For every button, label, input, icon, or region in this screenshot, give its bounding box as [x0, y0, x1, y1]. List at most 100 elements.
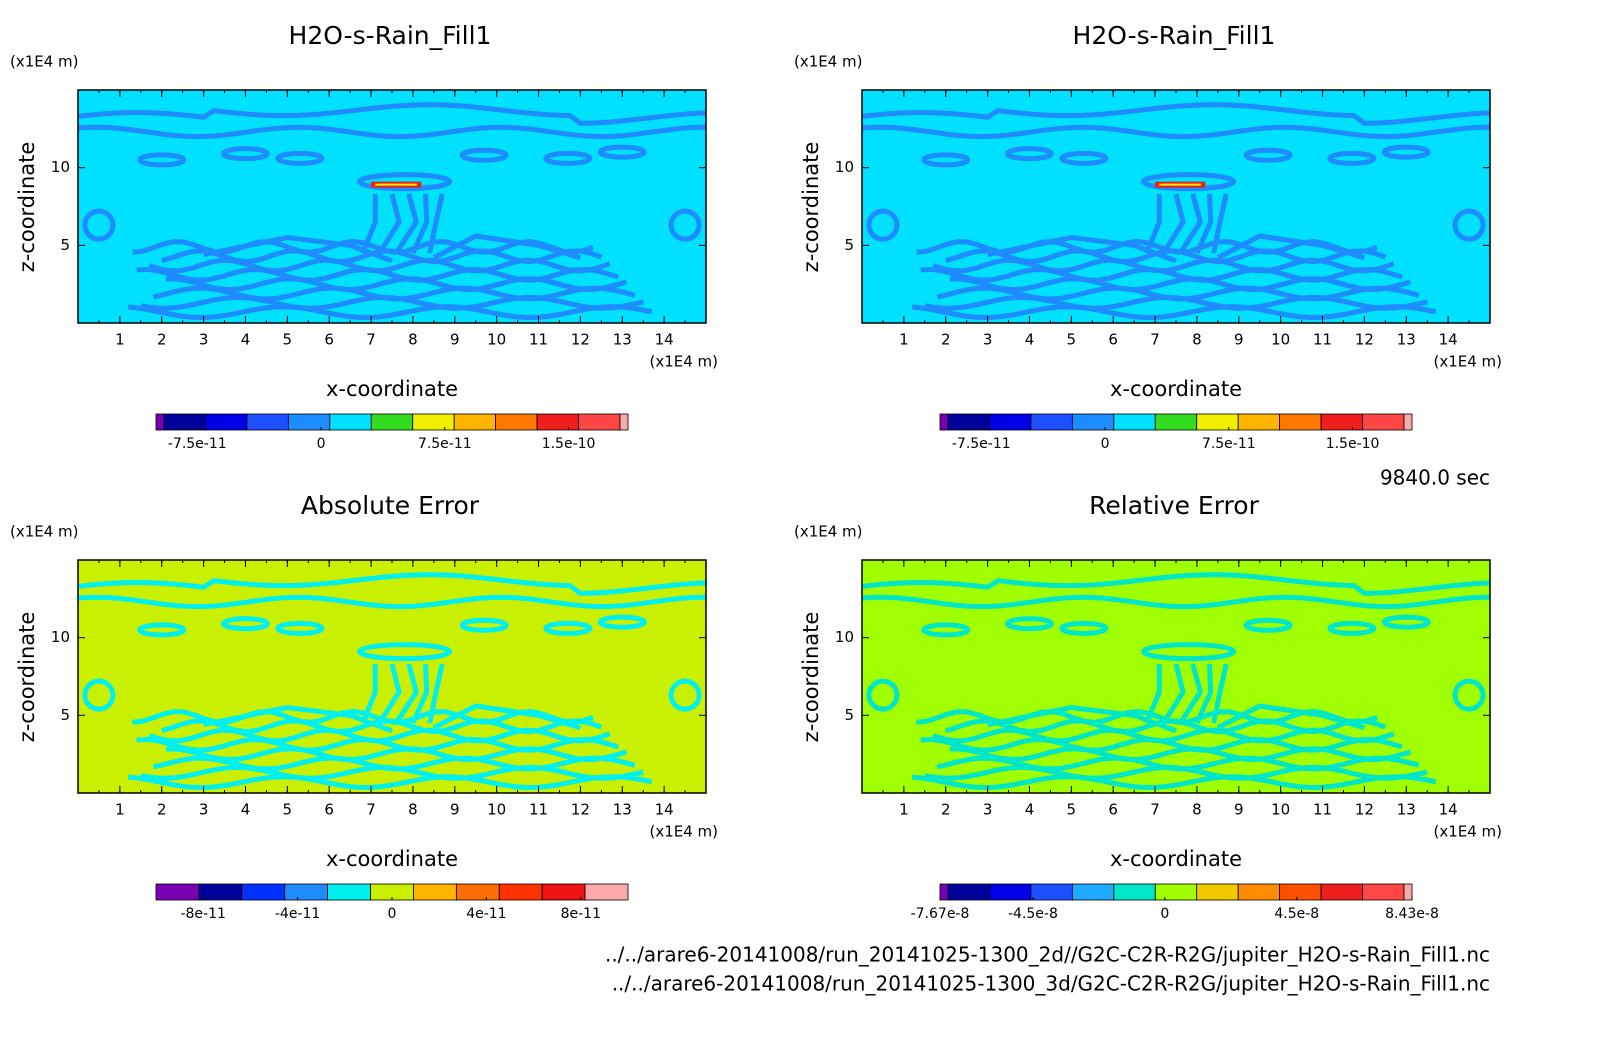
x-tick-label: 6: [324, 801, 334, 819]
contour-band: [127, 774, 653, 791]
x-tick-label: 5: [1067, 331, 1077, 349]
contour-band: [432, 233, 582, 261]
x-tick-label: 8: [1192, 801, 1202, 819]
x-tick-label: 14: [1439, 331, 1458, 349]
colorbar-segment: [947, 413, 990, 431]
x-tick-label: 9: [450, 801, 460, 819]
colorbar-segment: [1030, 413, 1073, 431]
y-unit: (x1E4 m): [10, 523, 79, 541]
x-tick-label: 7: [1150, 801, 1160, 819]
x-tick-label: 4: [241, 801, 251, 819]
x-tick-label: 9: [450, 331, 460, 349]
colorbar-segment: [939, 883, 949, 901]
contour-band: [597, 614, 647, 630]
hot-spot: [1159, 183, 1202, 186]
colorbar-segment: [1196, 413, 1239, 431]
x-unit: (x1E4 m): [1433, 353, 1502, 371]
colorbar-tick-label: -4.5e-8: [1008, 906, 1058, 922]
colorbar-tick-label: 0: [388, 906, 397, 922]
colorbar-tick-label: -7.5e-11: [952, 436, 1011, 452]
contour-band: [203, 235, 393, 264]
colorbar-tick-label: -8e-11: [180, 906, 225, 922]
chart-title: H2O-s-Rain_Fill1: [289, 21, 492, 50]
x-tick-label: 13: [613, 331, 632, 349]
colorbar-tick-label: 0: [1101, 436, 1110, 452]
x-tick-label: 5: [283, 331, 293, 349]
contour-band: [78, 124, 706, 140]
colorbar-segment: [1071, 413, 1115, 431]
x-tick-label: 1: [899, 801, 909, 819]
contour-band: [357, 172, 453, 192]
contour-band: [866, 678, 900, 712]
x-tick-label: 10: [487, 801, 506, 819]
colorbar-segment: [536, 413, 579, 431]
colorbar-tick-label: 8e-11: [561, 906, 601, 922]
contour-band: [543, 150, 593, 166]
colorbar-segment: [327, 883, 371, 901]
colorbar-segment: [1113, 883, 1156, 901]
x-tick-label: 11: [1313, 331, 1332, 349]
y-axis-label: z-coordinate: [799, 142, 823, 273]
x-unit: (x1E4 m): [1433, 823, 1502, 841]
colorbar-segment: [947, 883, 990, 901]
colorbar-segment: [370, 413, 414, 431]
colorbar-segment: [1237, 413, 1281, 431]
contour-band: [1381, 614, 1431, 630]
contour-band: [127, 304, 653, 321]
contour-band: [862, 102, 1490, 126]
y-axis-label: z-coordinate: [15, 612, 39, 743]
y-tick-label: 5: [844, 236, 854, 254]
colorbar-segment: [1071, 883, 1115, 901]
colorbar-segment: [246, 413, 289, 431]
x-tick-label: 13: [613, 801, 632, 819]
x-tick-label: 12: [571, 331, 590, 349]
colorbar-segment: [1403, 883, 1413, 901]
x-tick-label: 4: [1025, 331, 1035, 349]
contour-band: [1141, 172, 1237, 192]
contour-band: [82, 678, 116, 712]
hot-spot: [375, 183, 418, 186]
colorbar-segment: [1362, 883, 1405, 901]
x-tick-label: 5: [1067, 801, 1077, 819]
colorbar-segment: [1237, 883, 1281, 901]
colorbar-tick-label: 0: [1160, 906, 1169, 922]
colorbar-segment: [541, 883, 586, 901]
x-axis-label: x-coordinate: [1110, 847, 1242, 871]
x-tick-label: 9: [1234, 801, 1244, 819]
contour-band: [1004, 616, 1054, 632]
x-tick-label: 12: [1355, 331, 1374, 349]
contour-field: [862, 90, 1490, 323]
contour-field: [78, 90, 706, 323]
chart-title: H2O-s-Rain_Fill1: [1073, 21, 1276, 50]
x-tick-label: 1: [115, 801, 125, 819]
contour-band: [377, 193, 402, 255]
contour-band: [668, 208, 702, 242]
x-axis-label: x-coordinate: [1110, 377, 1242, 401]
x-tick-label: 7: [366, 331, 376, 349]
x-tick-label: 12: [571, 801, 590, 819]
colorbar-segment: [619, 413, 629, 431]
contour-band: [1452, 208, 1486, 242]
file-path: ../../arare6-20141008/run_20141025-1300_…: [612, 972, 1490, 996]
x-tick-label: 12: [1355, 801, 1374, 819]
x-tick-label: 7: [366, 801, 376, 819]
colorbar-segment: [495, 413, 538, 431]
y-tick-label: 10: [51, 628, 70, 646]
contour-band: [862, 124, 1490, 140]
colorbar-segment: [1320, 883, 1363, 901]
contour-band: [394, 663, 419, 725]
contour-field: [862, 560, 1490, 793]
contour-band: [1216, 703, 1366, 731]
contour-band: [936, 755, 1420, 772]
contour-band: [275, 150, 325, 166]
colorbar-segment: [989, 883, 1032, 901]
colorbar-segment: [939, 413, 949, 431]
x-tick-label: 3: [983, 331, 993, 349]
x-tick-label: 11: [529, 331, 548, 349]
contour-field: [78, 560, 706, 793]
colorbar-segment: [1196, 883, 1239, 901]
x-tick-label: 6: [324, 331, 334, 349]
colorbar-segment: [198, 883, 243, 901]
contour-band: [1327, 620, 1377, 636]
